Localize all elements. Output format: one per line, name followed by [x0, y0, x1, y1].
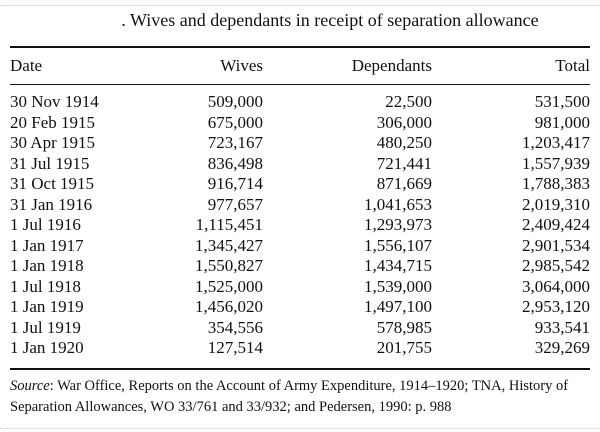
- cell-wives: 675,000: [207, 112, 263, 132]
- cell-total: 981,000: [534, 112, 590, 132]
- page-edge: [0, 5, 600, 6]
- header-date: Date: [10, 56, 43, 75]
- cell-date: 1 Jan 1920: [10, 338, 84, 357]
- cell-wives: 1,115,451: [195, 215, 263, 234]
- cell-dependants: 1,293,973: [364, 215, 432, 234]
- cell-wives: 723,167: [207, 133, 263, 152]
- cell-dependants: 306,000: [376, 112, 432, 132]
- cell-wives: 1,456,020: [195, 297, 263, 316]
- table-row: 1 Jul 1918 1,525,000 1,539,000 3,064,000: [10, 277, 590, 297]
- cell-wives: 977,657: [207, 194, 263, 214]
- cell-date: 1 Jan 1919: [10, 297, 84, 316]
- cell-total: 2,953,120: [522, 297, 590, 316]
- cell-total: 329,269: [534, 338, 590, 357]
- cell-dependants: 1,434,715: [364, 256, 432, 275]
- page-edge-bottom: [0, 428, 600, 429]
- cell-dependants: 201,755: [376, 338, 432, 357]
- cell-total: 531,500: [534, 92, 590, 111]
- cell-date: 30 Nov 1914: [10, 92, 99, 111]
- cell-wives: 1,550,827: [195, 256, 263, 275]
- header-dependants: Dependants: [351, 56, 432, 75]
- cell-date: 31 Jul 1915: [10, 153, 90, 173]
- table-row: 31 Oct 1915 916,714 871,669 1,788,383: [10, 174, 590, 194]
- cell-date: 1 Jul 1916: [10, 215, 81, 234]
- table-row: 30 Apr 1915 723,167 480,250 1,203,417: [10, 133, 590, 153]
- cell-dependants: 578,985: [376, 317, 432, 337]
- cell-date: 31 Oct 1915: [10, 174, 95, 193]
- cell-date: 1 Jul 1918: [10, 276, 81, 296]
- source-text: : War Office, Reports on the Account of …: [10, 378, 569, 415]
- header-wives: Wives: [220, 56, 263, 75]
- cell-dependants: 1,556,107: [364, 235, 432, 255]
- table-row: 31 Jul 1915 836,498 721,441 1,557,939: [10, 154, 590, 174]
- table-row: 1 Jan 1919 1,456,020 1,497,100 2,953,120: [10, 297, 590, 317]
- cell-date: 30 Apr 1915: [10, 133, 95, 152]
- bottom-rule: [10, 368, 590, 370]
- table-row: 31 Jan 1916 977,657 1,041,653 2,019,310: [10, 195, 590, 215]
- cell-dependants: 22,500: [385, 92, 432, 111]
- source-note: Source: War Office, Reports on the Accou…: [10, 376, 595, 418]
- cell-total: 2,901,534: [522, 235, 590, 255]
- table-title: . Wives and dependants in receipt of sep…: [121, 10, 539, 30]
- cell-date: 1 Jan 1917: [10, 235, 84, 255]
- cell-dependants: 1,497,100: [364, 297, 432, 316]
- source-label: Source: [10, 378, 50, 394]
- cell-wives: 127,514: [207, 338, 263, 357]
- cell-total: 933,541: [534, 317, 590, 337]
- cell-date: 31 Jan 1916: [10, 194, 93, 214]
- cell-dependants: 871,669: [376, 174, 432, 193]
- table-row: 30 Nov 1914 509,000 22,500 531,500: [10, 92, 590, 112]
- table-row: 1 Jan 1920 127,514 201,755 329,269: [10, 338, 590, 358]
- cell-total: 2,409,424: [522, 215, 590, 234]
- cell-total: 1,203,417: [522, 133, 590, 152]
- cell-total: 2,019,310: [522, 194, 590, 214]
- cell-dependants: 721,441: [376, 153, 432, 173]
- header-total: Total: [555, 56, 590, 75]
- cell-wives: 836,498: [207, 153, 263, 173]
- cell-wives: 1,525,000: [195, 276, 263, 296]
- cell-dependants: 1,539,000: [364, 276, 432, 296]
- top-rule: [10, 46, 590, 48]
- cell-wives: 916,714: [207, 174, 263, 193]
- cell-wives: 354,556: [207, 317, 263, 337]
- cell-total: 1,788,383: [522, 174, 590, 193]
- table-row: 1 Jan 1918 1,550,827 1,434,715 2,985,542: [10, 256, 590, 276]
- cell-dependants: 1,041,653: [364, 194, 432, 214]
- table-header: Date Wives Dependants Total: [10, 56, 590, 76]
- cell-wives: 509,000: [207, 92, 263, 111]
- table-row: 1 Jul 1916 1,115,451 1,293,973 2,409,424: [10, 215, 590, 235]
- table-row: 20 Feb 1915 675,000 306,000 981,000: [10, 113, 590, 133]
- cell-dependants: 480,250: [376, 133, 432, 152]
- cell-date: 20 Feb 1915: [10, 112, 95, 132]
- header-rule: [10, 84, 590, 85]
- table-row: 1 Jul 1919 354,556 578,985 933,541: [10, 318, 590, 338]
- cell-total: 2,985,542: [522, 256, 590, 275]
- cell-total: 1,557,939: [522, 153, 590, 173]
- cell-date: 1 Jul 1919: [10, 317, 81, 337]
- table-row: 1 Jan 1917 1,345,427 1,556,107 2,901,534: [10, 236, 590, 256]
- cell-wives: 1,345,427: [195, 235, 263, 255]
- cell-total: 3,064,000: [522, 276, 590, 296]
- cell-date: 1 Jan 1918: [10, 256, 84, 275]
